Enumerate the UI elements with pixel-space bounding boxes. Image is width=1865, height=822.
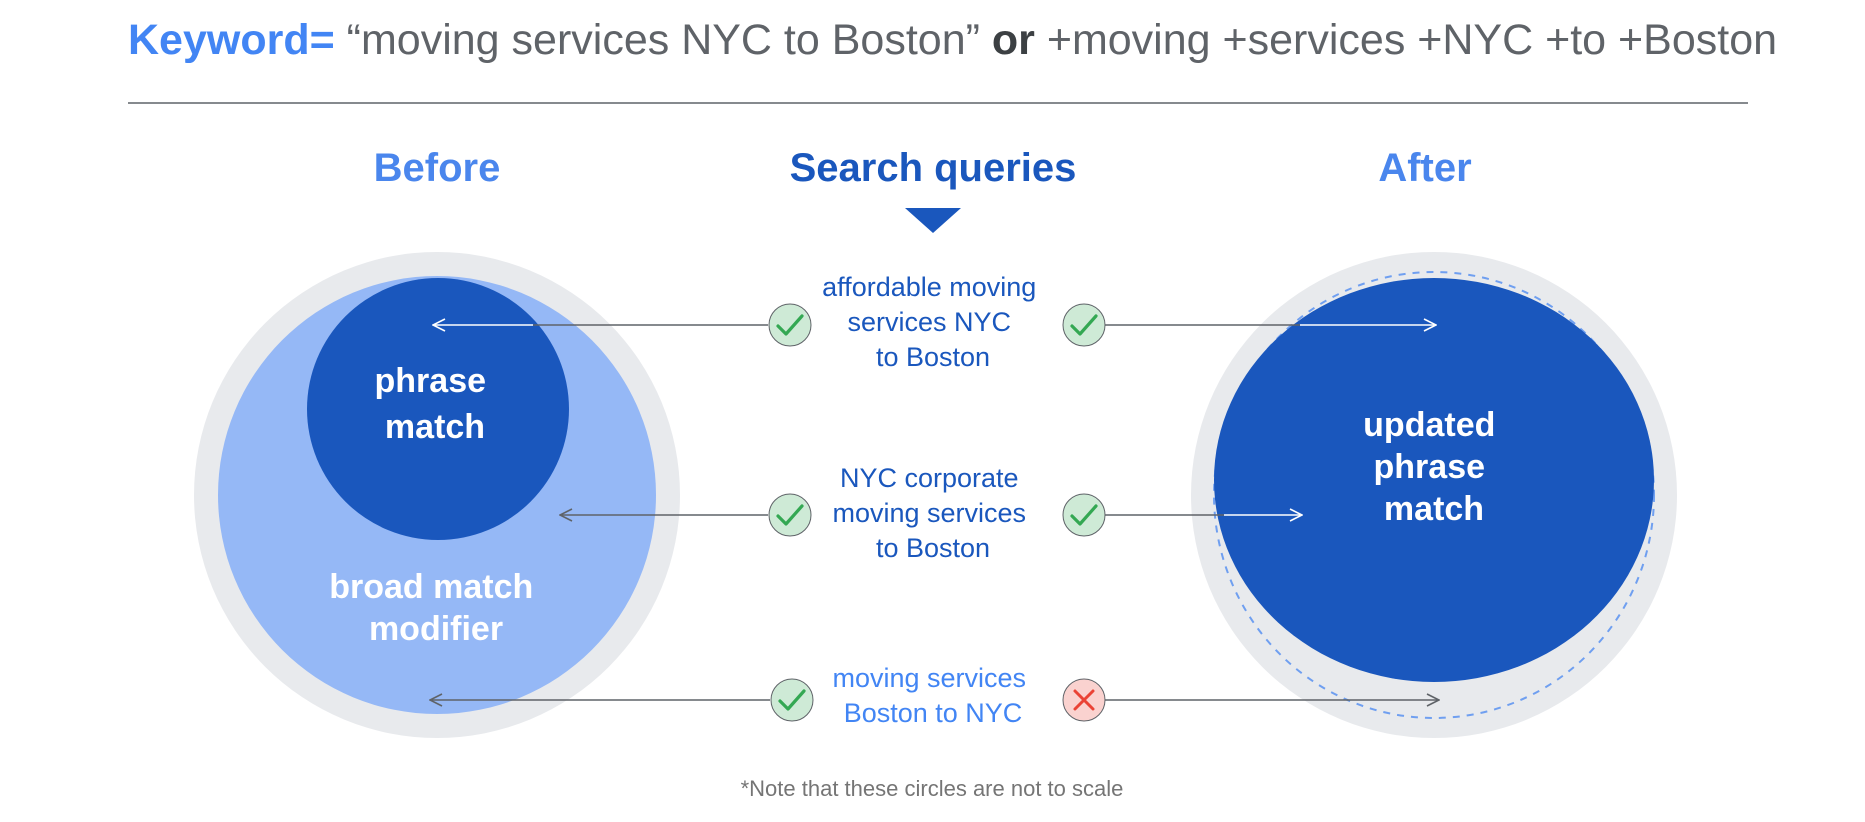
phrase-match-label: phrase match bbox=[375, 362, 496, 446]
query-2-line-2: moving services bbox=[832, 498, 1026, 528]
query-2-text: NYC corporate moving services to Boston bbox=[832, 463, 1033, 563]
broad-match-label-line-1: broad match bbox=[329, 568, 533, 606]
after-dashed-boundary bbox=[1213, 271, 1655, 719]
query-3-line-2: Boston to NYC bbox=[844, 698, 1023, 728]
phrase-match-circle bbox=[307, 278, 569, 540]
keyword-label: Keyword= bbox=[128, 16, 335, 64]
or-word: or bbox=[992, 16, 1035, 64]
updated-label-line-1: updated bbox=[1363, 406, 1495, 444]
cross-icon bbox=[1062, 678, 1106, 722]
down-triangle-icon bbox=[905, 208, 961, 233]
before-title: Before bbox=[374, 146, 501, 190]
query-1-line-2: services NYC bbox=[847, 307, 1011, 337]
query-arrows bbox=[430, 325, 1439, 700]
broad-match-label-line-2: modifier bbox=[369, 610, 503, 648]
updated-label-line-3: match bbox=[1384, 490, 1484, 528]
modifier-phrase: +moving +services +NYC +to +Boston bbox=[1035, 16, 1777, 64]
footnote: *Note that these circles are not to scal… bbox=[741, 776, 1124, 801]
query-1-line-1: affordable moving bbox=[822, 272, 1036, 302]
query-status-icons bbox=[768, 303, 1106, 722]
query-2-line-1: NYC corporate bbox=[840, 463, 1019, 493]
updated-phrase-match-label: updated phrase match bbox=[1363, 406, 1505, 528]
updated-phrase-match-circle bbox=[1214, 278, 1654, 682]
check-icon bbox=[768, 303, 812, 347]
check-icon bbox=[768, 493, 812, 537]
check-icon bbox=[1062, 303, 1106, 347]
after-diagram: updated phrase match bbox=[1191, 252, 1677, 738]
check-icon bbox=[770, 678, 814, 722]
phrase-match-label-line-2: match bbox=[385, 408, 485, 446]
updated-label-line-2: phrase bbox=[1374, 448, 1486, 486]
after-title: After bbox=[1378, 146, 1471, 190]
query-3-text: moving services Boston to NYC bbox=[832, 663, 1033, 728]
keyword-header: Keyword= “moving services NYC to Boston”… bbox=[128, 16, 1777, 64]
check-icon bbox=[1062, 493, 1106, 537]
broad-match-modifier-label: broad match modifier bbox=[329, 568, 543, 648]
phrase-match-label-line-1: phrase bbox=[375, 362, 487, 400]
search-queries-title: Search queries bbox=[790, 146, 1077, 190]
query-2-line-3: to Boston bbox=[876, 533, 990, 563]
query-1-line-3: to Boston bbox=[876, 342, 990, 372]
query-3-line-1: moving services bbox=[832, 663, 1026, 693]
before-diagram: phrase match broad match modifier bbox=[194, 252, 680, 738]
query-1-text: affordable moving services NYC to Boston bbox=[822, 272, 1044, 372]
keyword-phrase: “moving services NYC to Boston” bbox=[335, 16, 992, 64]
